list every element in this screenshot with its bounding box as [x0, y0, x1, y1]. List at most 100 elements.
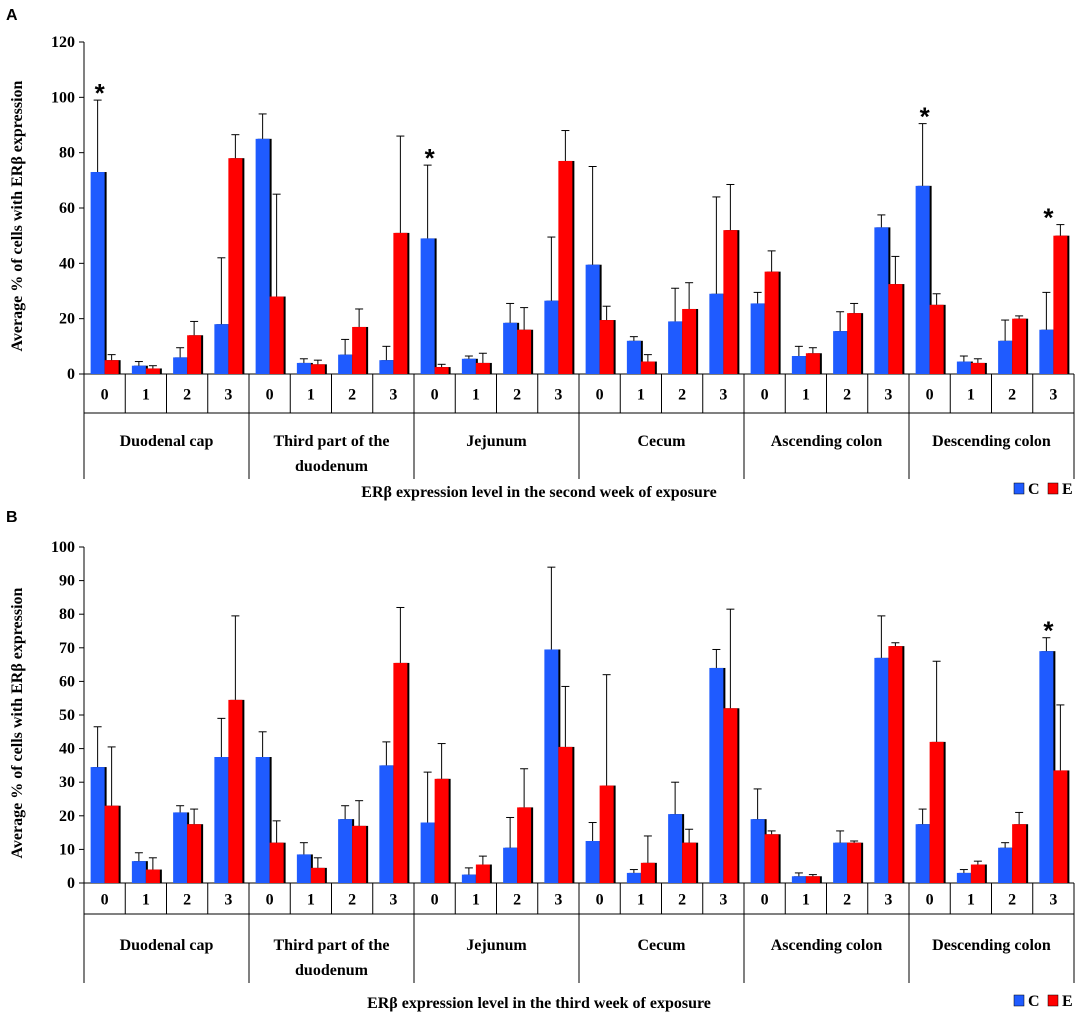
x-level-label: 0: [926, 387, 934, 404]
bar-e: [228, 699, 243, 883]
bar-c: [503, 847, 518, 883]
y-axis-label: Average % of cells with ERβ expression: [9, 587, 26, 858]
bar-c: [833, 331, 848, 374]
bar-c: [585, 841, 600, 883]
bar-e: [682, 308, 697, 374]
bar-c: [709, 667, 724, 883]
bar-e: [847, 313, 862, 374]
bar-e: [269, 296, 284, 374]
x-level-label: 2: [513, 387, 521, 404]
panel-label: A: [6, 7, 18, 24]
bar-e: [599, 320, 614, 374]
x-level-label: 2: [348, 892, 356, 909]
x-level-label: 0: [596, 892, 604, 909]
bar-e: [269, 842, 284, 883]
x-level-label: 1: [802, 387, 810, 404]
bar-c: [544, 649, 559, 883]
y-tick-label: 70: [59, 640, 75, 657]
bar-e: [104, 360, 119, 374]
group-label: Third part of the: [274, 433, 390, 450]
x-level-label: 2: [1008, 892, 1016, 909]
significance-mark: *: [920, 102, 931, 132]
y-tick-label: 50: [59, 707, 75, 724]
significance-mark: *: [1043, 203, 1054, 233]
bar-c: [296, 854, 311, 883]
y-tick-label: 100: [51, 89, 75, 106]
bar-e: [970, 864, 985, 883]
bar-e: [1012, 318, 1027, 374]
x-level-label: 3: [554, 892, 562, 909]
panel-label: B: [6, 509, 18, 526]
bar-e: [599, 785, 614, 883]
y-tick-label: 30: [59, 774, 75, 791]
bar-e: [187, 335, 202, 374]
x-level-label: 2: [183, 892, 191, 909]
bar-c: [998, 847, 1013, 883]
x-level-label: 2: [513, 892, 521, 909]
bar-e: [475, 362, 490, 374]
bar-c: [626, 872, 641, 883]
group-label: Cecum: [638, 433, 687, 450]
x-axis-label: ERβ expression level in the third week o…: [367, 995, 711, 1012]
bar-c: [338, 819, 353, 883]
y-axis-label: Average % of cells with ERβ expression: [9, 80, 26, 351]
bar-c: [214, 757, 229, 883]
bar-e: [764, 271, 779, 374]
bar-e: [434, 367, 449, 374]
bar-c: [1039, 329, 1054, 374]
y-tick-label: 90: [59, 573, 75, 590]
bar-e: [475, 864, 490, 883]
bar-c: [461, 874, 476, 883]
bar-c: [874, 227, 889, 374]
y-tick-label: 120: [51, 34, 75, 51]
bar-c: [956, 361, 971, 374]
x-level-label: 3: [1049, 892, 1057, 909]
bar-e: [888, 646, 903, 883]
bar-c: [379, 765, 394, 883]
x-level-label: 2: [183, 387, 191, 404]
bar-e: [310, 867, 325, 883]
bar-e: [1053, 235, 1068, 374]
bar-e: [352, 326, 367, 374]
bar-c: [503, 322, 518, 374]
significance-mark: *: [95, 78, 106, 108]
x-level-label: 0: [761, 892, 769, 909]
bar-e: [805, 353, 820, 374]
x-level-label: 1: [802, 892, 810, 909]
x-level-label: 2: [348, 387, 356, 404]
bar-e: [682, 842, 697, 883]
y-tick-label: 20: [59, 808, 75, 825]
bar-c: [420, 238, 435, 374]
group-label: Ascending colon: [771, 433, 883, 450]
bar-e: [187, 824, 202, 883]
y-tick-label: 40: [59, 255, 75, 272]
bar-e: [558, 746, 573, 883]
x-level-label: 3: [884, 387, 892, 404]
bar-c: [131, 365, 146, 374]
bar-e: [393, 662, 408, 883]
x-level-label: 3: [554, 387, 562, 404]
x-level-label: 2: [678, 892, 686, 909]
group-label: duodenum: [295, 458, 369, 475]
bar-e: [517, 807, 532, 883]
x-level-label: 1: [472, 892, 480, 909]
bar-e: [929, 741, 944, 883]
x-level-label: 3: [884, 892, 892, 909]
x-level-label: 2: [843, 892, 851, 909]
x-level-label: 1: [637, 892, 645, 909]
bar-c: [173, 812, 188, 883]
legend-label-c: C: [1028, 481, 1040, 498]
bar-c: [915, 185, 930, 374]
x-level-label: 2: [1008, 387, 1016, 404]
bar-c: [461, 358, 476, 374]
bar-e: [888, 284, 903, 374]
bar-e: [517, 329, 532, 374]
legend-swatch-e: [1047, 994, 1059, 1007]
x-level-label: 3: [719, 387, 727, 404]
bar-c: [956, 872, 971, 883]
x-level-label: 1: [472, 387, 480, 404]
bar-c: [791, 876, 806, 883]
bar-c: [296, 362, 311, 374]
y-tick-label: 20: [59, 311, 75, 328]
